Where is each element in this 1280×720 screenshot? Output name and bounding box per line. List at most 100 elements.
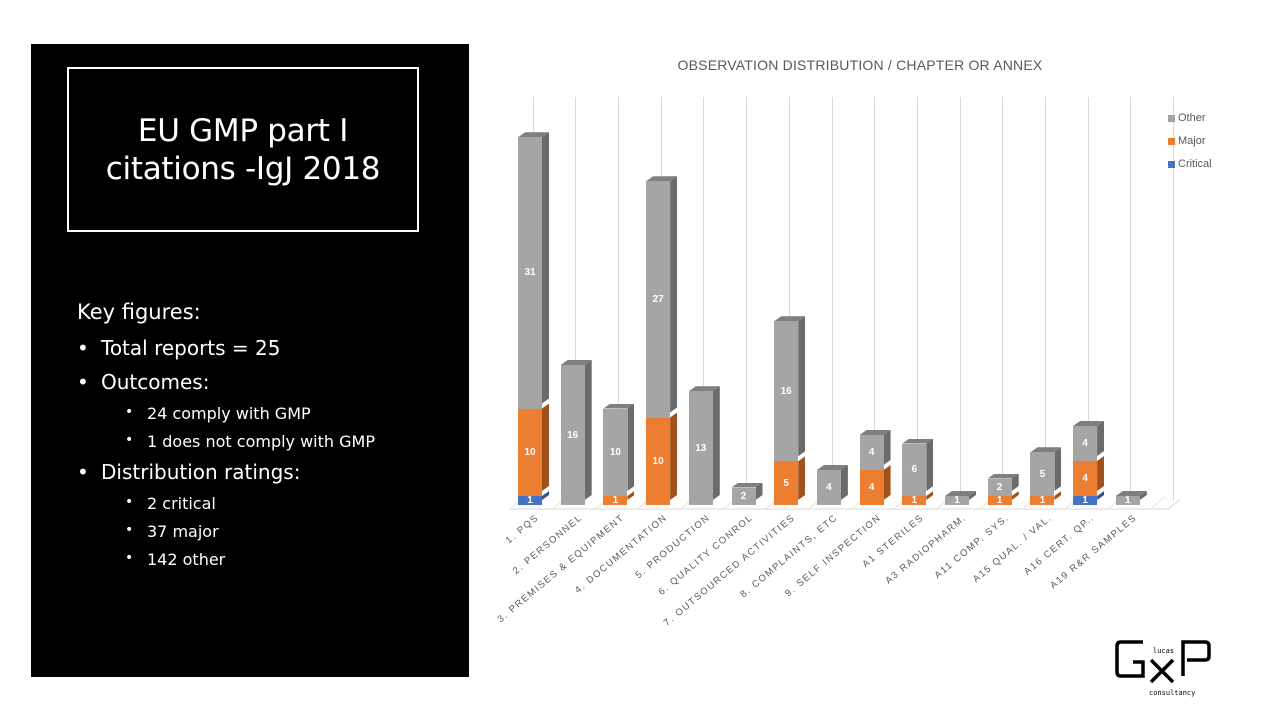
bar-side	[1097, 491, 1104, 500]
legend-item-major: Major	[1168, 135, 1212, 147]
bar-side	[841, 465, 848, 500]
key-figure-subitem: 24 comply with GMP	[77, 404, 375, 423]
bar-top	[816, 465, 848, 470]
bar-side	[713, 386, 720, 500]
bar-top	[688, 386, 720, 392]
bar-segment-major: 10	[646, 417, 671, 505]
legend-label: Critical	[1178, 158, 1212, 170]
bar-top	[1073, 421, 1105, 426]
gridline	[746, 97, 748, 501]
gridline	[1087, 97, 1089, 501]
key-figures: Key figures: Total reports = 25 Outcomes:…	[77, 300, 375, 578]
key-figure-item: Distribution ratings:	[77, 460, 375, 484]
bar-segment-other: 10	[603, 408, 628, 496]
key-figure-subitem: 2 critical	[77, 494, 375, 513]
category-label: A15 QUAL. / VAL.	[970, 512, 1054, 585]
bar-side	[542, 404, 549, 492]
bar-segment-major: 10	[518, 408, 542, 496]
bar-segment-other: 5	[1030, 452, 1055, 496]
gridline	[788, 97, 790, 501]
bar-side	[670, 413, 677, 501]
key-figure-item: Outcomes:	[77, 370, 375, 394]
logo-p-shape	[1181, 640, 1211, 676]
key-figures-list: Total reports = 25 Outcomes: 24 comply wit…	[77, 336, 375, 569]
bar-side	[542, 491, 549, 500]
legend-swatch	[1168, 160, 1175, 168]
bar-segment-critical: 1	[518, 495, 542, 506]
bar-top	[646, 176, 678, 182]
logo-top-text: lucas	[1153, 647, 1174, 655]
bar-side	[798, 316, 805, 456]
bar-top	[1030, 447, 1062, 453]
gridline	[1045, 97, 1047, 501]
bar-segment-other: 2	[987, 478, 1012, 496]
bar-side	[1097, 456, 1104, 491]
bar-segment-other: 13	[688, 391, 713, 505]
legend-swatch	[1168, 114, 1175, 122]
bar-side	[1012, 491, 1019, 500]
bar-segment-other: 4	[816, 470, 841, 505]
logo-bottom-text: consultancy	[1149, 689, 1195, 697]
key-figure-subitem: 142 other	[77, 550, 375, 569]
bar-segment-other: 2	[731, 487, 756, 505]
bar-side	[926, 439, 933, 492]
bar-top	[859, 430, 891, 435]
bar-side	[1097, 421, 1104, 456]
bar-top	[518, 132, 549, 138]
bar-top	[987, 473, 1019, 479]
gridline	[1173, 97, 1175, 501]
bar-side	[585, 360, 592, 500]
category-label: 1. PQS	[504, 512, 542, 547]
bar-top	[774, 316, 806, 322]
bar-side	[926, 491, 933, 500]
category-label: A16 CERT. QP..	[1021, 512, 1097, 578]
category-label: A19 R&R SAMPLES	[1048, 512, 1140, 592]
bar-side	[1012, 474, 1019, 492]
bar-top	[731, 482, 763, 488]
bar-segment-other: 4	[1073, 426, 1098, 461]
bar-segment-major: 1	[987, 495, 1012, 506]
bar-segment-major: 4	[1073, 461, 1098, 496]
bar-segment-other: 1	[945, 495, 969, 506]
bar-side	[670, 176, 677, 412]
legend: Other Major Critical	[1168, 112, 1212, 181]
chart: OBSERVATION DISTRIBUTION / CHAPTER OR AN…	[480, 50, 1270, 650]
category-label: A3 RADIOPHARM.	[883, 512, 969, 587]
gridline	[575, 97, 577, 501]
legend-label: Other	[1178, 112, 1206, 124]
bar-side	[627, 491, 634, 500]
bar-segment-other: 1	[1115, 495, 1140, 506]
gridline	[618, 97, 620, 501]
category-label: 5. PRODUCTION	[633, 512, 713, 582]
bar-side	[1054, 447, 1061, 491]
bar-top	[945, 491, 976, 496]
bar-side	[1054, 491, 1061, 500]
logo-g-shape	[1115, 640, 1145, 678]
bar-side	[542, 132, 549, 403]
left-panel: EU GMP part I citations -IgJ 2018 Key fi…	[31, 44, 469, 677]
gridline	[703, 97, 705, 501]
bar-side	[798, 456, 805, 500]
bar-side	[756, 483, 763, 501]
bar-top	[902, 438, 934, 444]
title-box: EU GMP part I citations -IgJ 2018	[67, 67, 419, 232]
gridline	[1130, 97, 1132, 501]
bar-segment-critical: 1	[1073, 495, 1098, 506]
gxp-logo: lucas consultancy	[1115, 640, 1211, 697]
bar-segment-major: 1	[1030, 495, 1055, 506]
key-figures-heading: Key figures:	[77, 300, 201, 324]
bar-segment-other: 16	[560, 365, 585, 505]
bar-top	[603, 403, 635, 409]
gridline	[1002, 97, 1004, 501]
key-figure-subitem: 1 does not comply with GMP	[77, 432, 375, 451]
gridline	[874, 97, 876, 501]
chart-title: OBSERVATION DISTRIBUTION / CHAPTER OR AN…	[677, 57, 1043, 73]
legend-label: Major	[1178, 135, 1206, 147]
logo-x-shape	[1149, 658, 1175, 684]
bar-segment-major: 1	[603, 495, 628, 506]
legend-item-other: Other	[1168, 112, 1212, 124]
gridline	[916, 97, 918, 501]
bar-segment-other: 31	[518, 137, 542, 409]
bar-side	[969, 491, 976, 500]
legend-swatch	[1168, 137, 1175, 145]
